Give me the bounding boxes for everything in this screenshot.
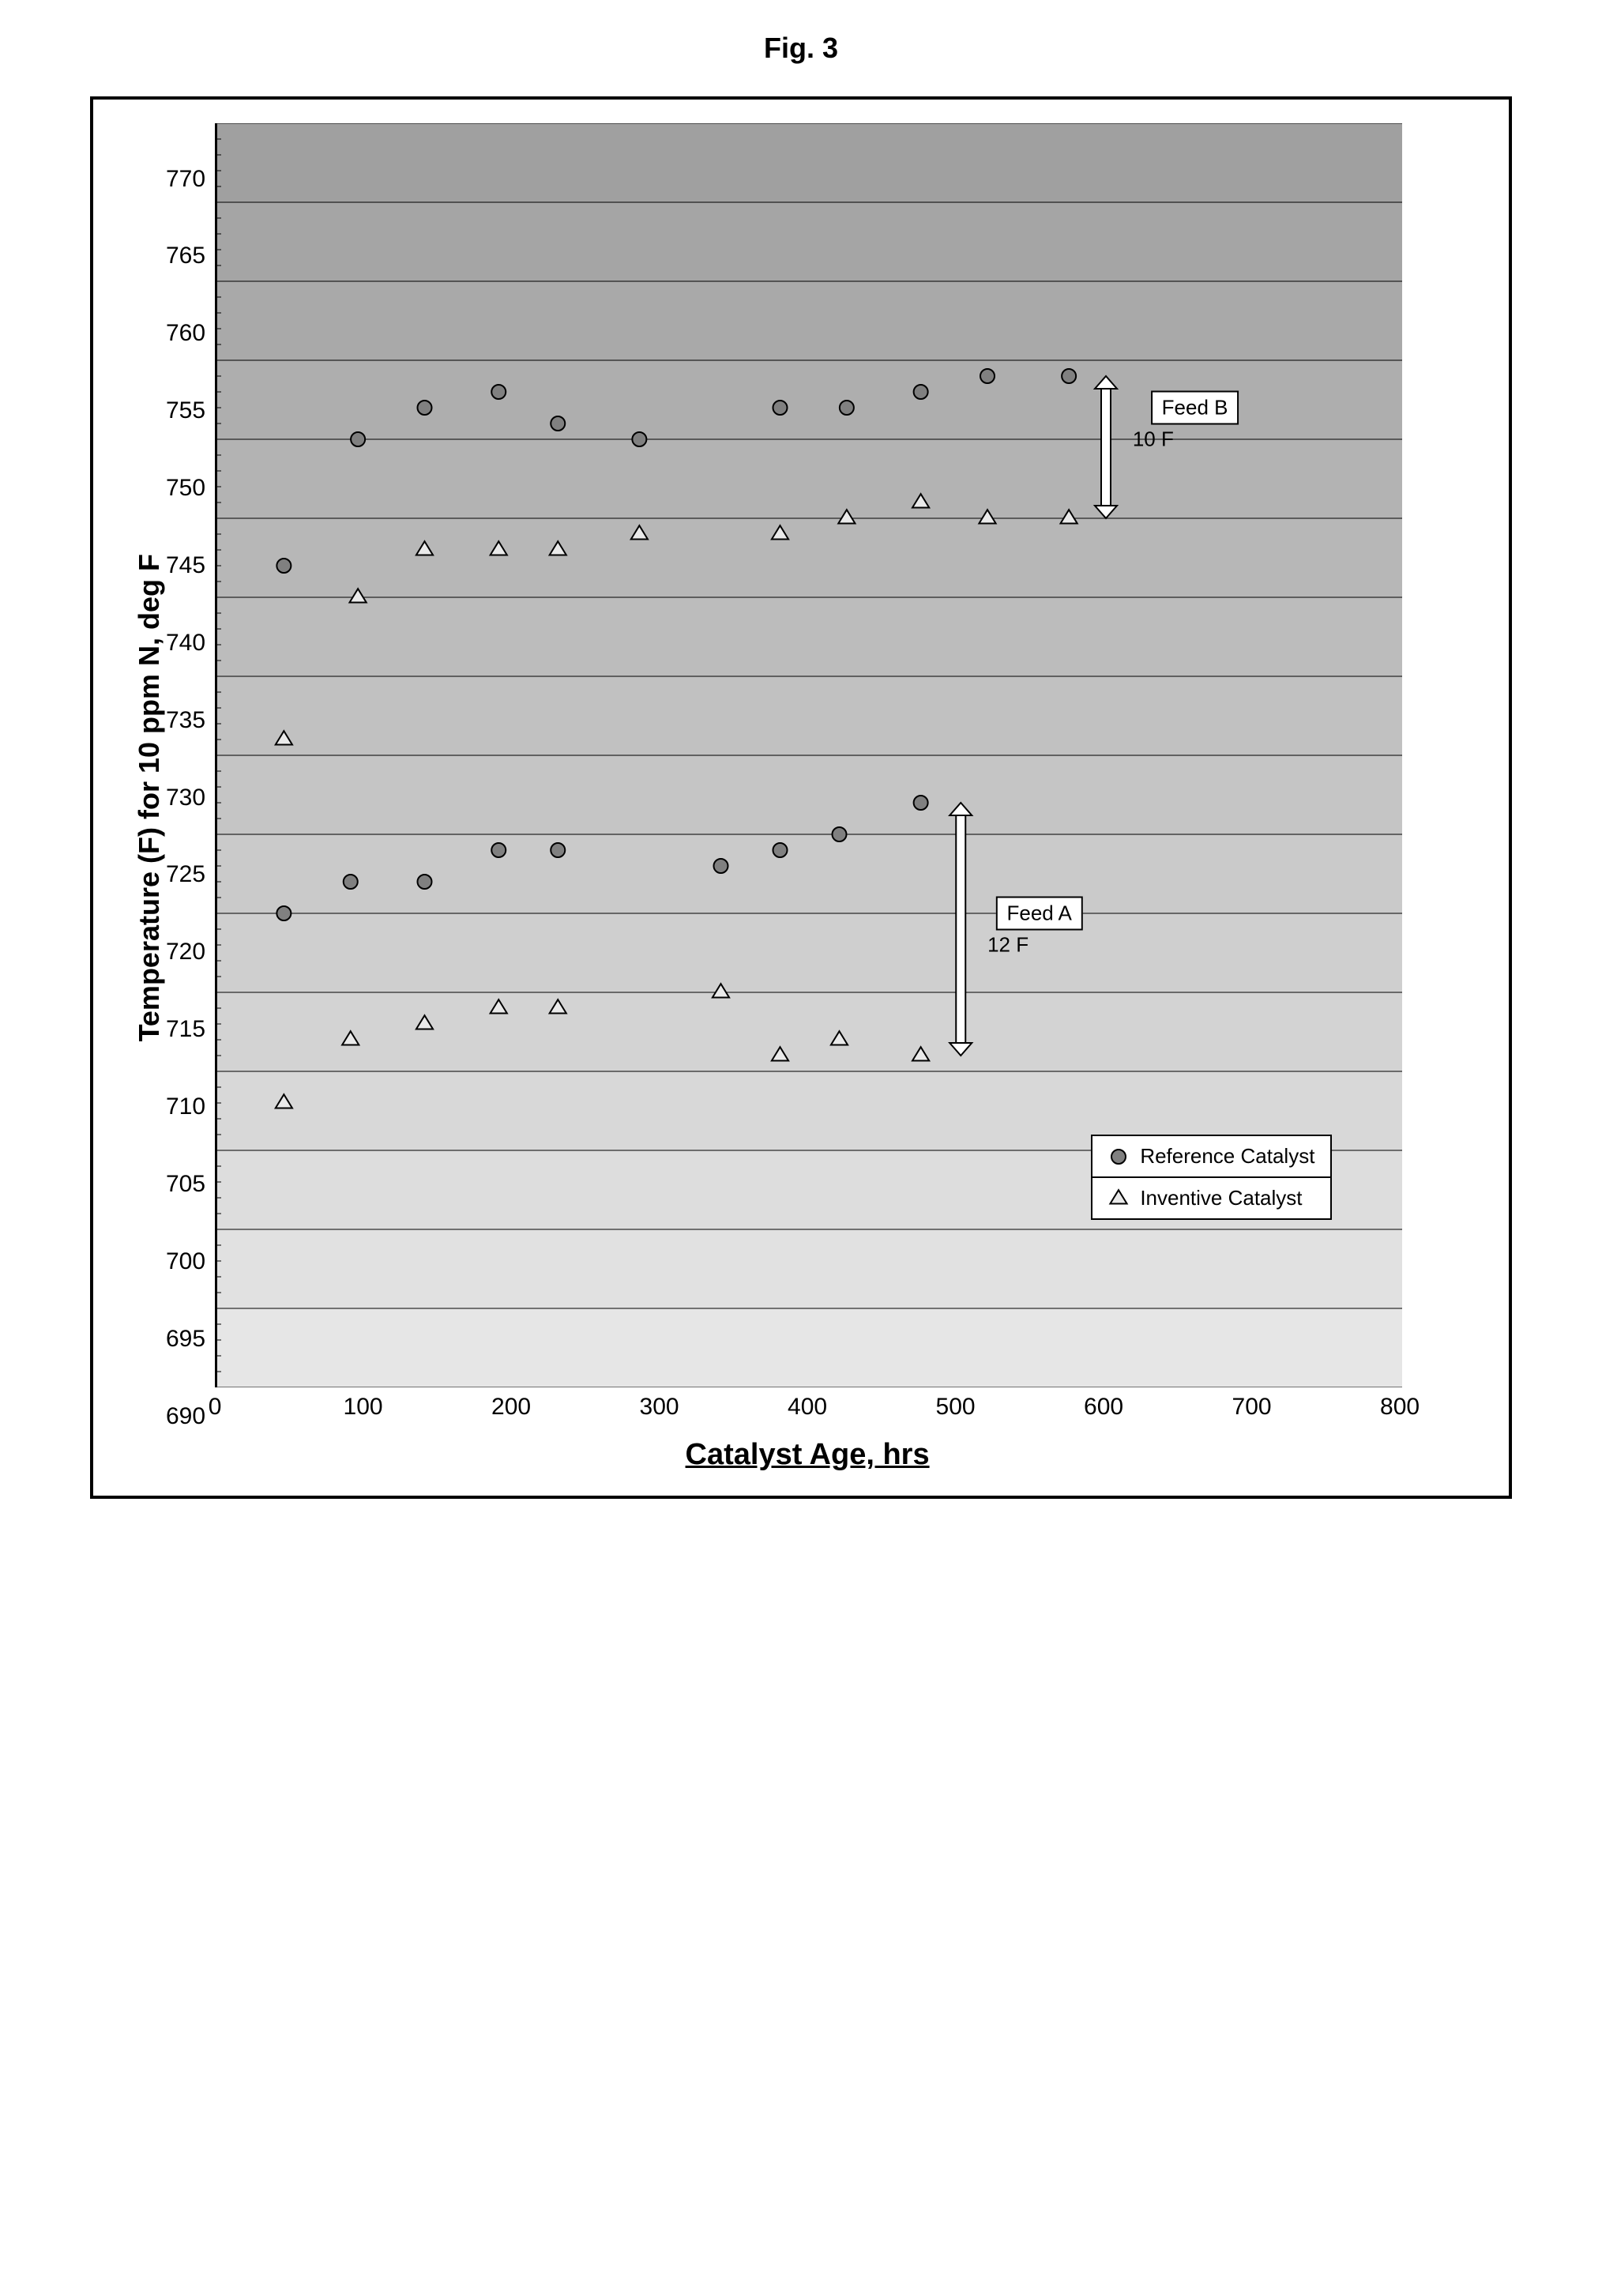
y-axis-label: Temperature (F) for 10 ppm N, deg F (117, 554, 166, 1041)
y-tick-label: 730 (166, 785, 205, 811)
x-tick-label: 800 (1380, 1394, 1420, 1421)
x-tick-label: 100 (344, 1394, 383, 1421)
legend-label: Inventive Catalyst (1140, 1186, 1302, 1210)
y-tick-label: 735 (166, 707, 205, 734)
annotation-feed-b-label: Feed B (1162, 396, 1228, 420)
x-tick-label: 200 (491, 1394, 531, 1421)
plot-column: Feed A Feed B 12 F 10 F Reference Cataly… (215, 123, 1400, 1472)
annotation-10f-label: 10 F (1133, 427, 1174, 452)
x-tick-label: 400 (788, 1394, 827, 1421)
y-tick-label: 765 (166, 243, 205, 269)
y-tick-label: 725 (166, 861, 205, 888)
figure-title: Fig. 3 (90, 32, 1512, 65)
legend-row: Inventive Catalyst (1092, 1176, 1330, 1218)
chart-wrap: Temperature (F) for 10 ppm N, deg F 7707… (117, 123, 1477, 1472)
x-axis-ticks: 0100200300400500600700800 (215, 1394, 1400, 1422)
x-tick-label: 700 (1232, 1394, 1272, 1421)
y-tick-label: 755 (166, 397, 205, 424)
y-tick-label: 720 (166, 939, 205, 965)
x-tick-label: 600 (1084, 1394, 1123, 1421)
y-tick-label: 710 (166, 1093, 205, 1120)
y-tick-label: 740 (166, 630, 205, 657)
y-tick-label: 745 (166, 552, 205, 579)
y-tick-label: 760 (166, 320, 205, 347)
annotation-12f-label: 12 F (987, 933, 1029, 958)
figure: Fig. 3 Temperature (F) for 10 ppm N, deg… (90, 32, 1512, 1499)
y-tick-label: 705 (166, 1171, 205, 1198)
annotation-feed-a: Feed A (995, 897, 1082, 931)
y-tick-label: 690 (166, 1403, 205, 1430)
y-tick-label: 750 (166, 475, 205, 502)
x-axis-label: Catalyst Age, hrs (215, 1438, 1400, 1472)
annotation-feed-b: Feed B (1151, 391, 1239, 425)
legend-row: Reference Catalyst (1092, 1136, 1330, 1176)
legend: Reference Catalyst Inventive Catalyst (1091, 1135, 1332, 1220)
chart-frame: Temperature (F) for 10 ppm N, deg F 7707… (90, 96, 1512, 1499)
y-axis-ticks: 770 765 760 755 750 745 740 735 730 725 720 715 710 7… (166, 166, 215, 1430)
legend-label: Reference Catalyst (1140, 1144, 1314, 1169)
x-tick-label: 300 (640, 1394, 679, 1421)
y-tick-label: 770 (166, 166, 205, 193)
annotation-feed-a-label: Feed A (1006, 901, 1071, 925)
x-tick-label: 0 (209, 1394, 222, 1421)
y-tick-label: 695 (166, 1326, 205, 1353)
plot-area: Feed A Feed B 12 F 10 F Reference Cataly… (215, 123, 1400, 1387)
y-tick-label: 715 (166, 1016, 205, 1043)
y-tick-label: 700 (166, 1248, 205, 1275)
x-tick-label: 500 (936, 1394, 976, 1421)
